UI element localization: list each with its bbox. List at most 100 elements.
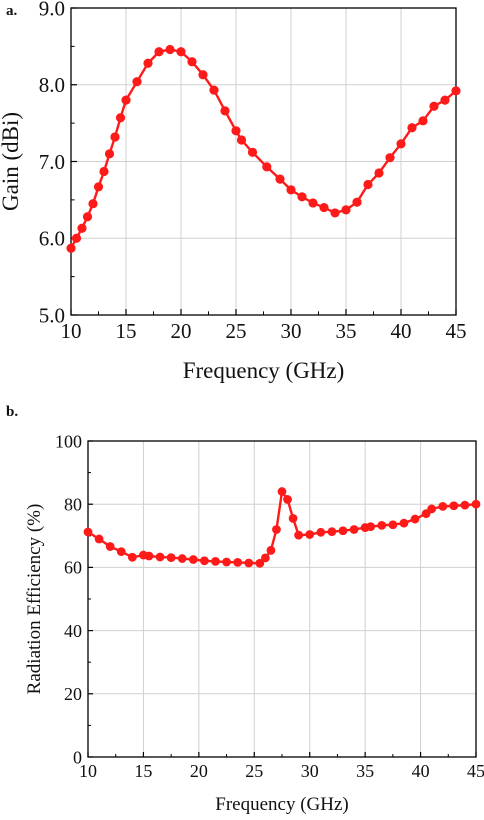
data-point	[83, 527, 93, 537]
data-point	[116, 547, 126, 556]
data-point	[385, 153, 395, 163]
x-tick-label: 20	[190, 761, 208, 781]
x-tick-label: 15	[134, 761, 152, 781]
data-point	[471, 499, 481, 509]
x-tick-label: 10	[61, 319, 82, 343]
data-point	[316, 527, 326, 537]
data-point	[115, 113, 126, 123]
data-point	[247, 147, 258, 157]
data-point	[396, 139, 406, 149]
series-line	[69, 48, 457, 249]
data-point	[427, 504, 437, 514]
data-point	[82, 212, 93, 222]
data-point	[209, 85, 219, 95]
data-point	[294, 530, 304, 540]
x-tick-label: 15	[116, 319, 137, 343]
data-point	[132, 77, 142, 87]
panel-label: b.	[6, 404, 18, 420]
data-point	[374, 168, 384, 178]
data-point	[105, 542, 115, 551]
data-point	[236, 135, 247, 145]
data-point	[121, 95, 131, 105]
data-point	[71, 233, 82, 243]
data-point	[262, 162, 272, 172]
data-point	[297, 192, 307, 202]
y-tick-label: 40	[64, 621, 82, 641]
x-tick-label: 30	[281, 319, 302, 343]
y-tick-label: 7.0	[39, 150, 65, 174]
data-point	[266, 545, 276, 555]
data-point	[366, 522, 376, 532]
data-point	[272, 525, 281, 534]
data-point	[363, 179, 373, 190]
x-tick-label: 25	[226, 319, 247, 343]
data-point	[176, 47, 186, 57]
data-point	[211, 556, 220, 566]
x-tick-label: 45	[446, 319, 467, 343]
data-point	[308, 198, 318, 208]
y-tick-label: 20	[64, 684, 82, 704]
data-point	[155, 552, 165, 562]
data-point	[377, 520, 387, 530]
y-axis-label: Radiation Efficiency (%)	[24, 504, 45, 695]
data-point	[440, 95, 450, 105]
data-point	[319, 202, 329, 213]
x-tick-label: 10	[79, 761, 97, 781]
data-point	[283, 495, 292, 504]
x-tick-label: 35	[356, 761, 374, 781]
data-point	[288, 514, 298, 523]
y-tick-label: 8.0	[39, 73, 65, 97]
data-point	[449, 501, 459, 511]
data-point	[410, 514, 420, 524]
data-point	[438, 502, 448, 511]
data-point	[275, 174, 285, 184]
data-point	[110, 132, 120, 142]
x-tick-label: 45	[467, 761, 484, 781]
y-tick-label: 100	[55, 431, 82, 451]
data-point	[187, 57, 197, 67]
data-point	[127, 552, 137, 562]
data-point	[255, 558, 265, 568]
data-point	[144, 551, 154, 561]
y-tick-label: 60	[64, 558, 82, 578]
data-point	[399, 518, 409, 528]
data-point	[338, 526, 348, 536]
y-tick-label: 5.0	[39, 303, 65, 327]
y-tick-label: 0	[73, 747, 82, 767]
data-point	[177, 554, 187, 563]
x-axis-label: Frequency (GHz)	[183, 358, 345, 383]
panel-label: a.	[6, 3, 18, 19]
data-point	[460, 500, 470, 510]
chart-panel-b: 10 15 20 25 30 35 40 45 0 20 40 60 80 100 Frequency (G…	[6, 404, 484, 815]
x-tick-label: 20	[171, 319, 192, 343]
data-point	[407, 123, 417, 133]
data-point	[451, 86, 461, 96]
data-point	[66, 243, 76, 253]
chart-panel-a: 10 15 20 25 30 35 40 45 5.0 6.0 7.0 8.0 9.0 Frequency…	[0, 0, 467, 383]
data-point	[260, 553, 270, 563]
data-point	[88, 199, 98, 209]
y-tick-label: 9.0	[39, 0, 65, 20]
data-point	[104, 149, 115, 159]
data-point	[154, 47, 164, 57]
data-point	[143, 58, 153, 68]
data-point	[93, 182, 104, 192]
data-point	[277, 487, 287, 496]
x-tick-label: 25	[245, 761, 263, 781]
data-point	[166, 553, 176, 563]
y-tick-label: 6.0	[39, 227, 65, 251]
data-point	[388, 520, 398, 530]
data-point	[94, 534, 104, 544]
data-point	[200, 556, 209, 566]
x-tick-label: 30	[301, 761, 319, 781]
data-point	[99, 166, 109, 177]
x-tick-label: 40	[391, 319, 412, 343]
data-point	[198, 70, 208, 80]
data-point	[305, 530, 315, 539]
data-point	[341, 205, 351, 215]
data-point	[222, 557, 231, 567]
data-point	[77, 223, 87, 233]
x-axis-label: Frequency (GHz)	[215, 794, 348, 815]
data-point	[165, 44, 175, 55]
